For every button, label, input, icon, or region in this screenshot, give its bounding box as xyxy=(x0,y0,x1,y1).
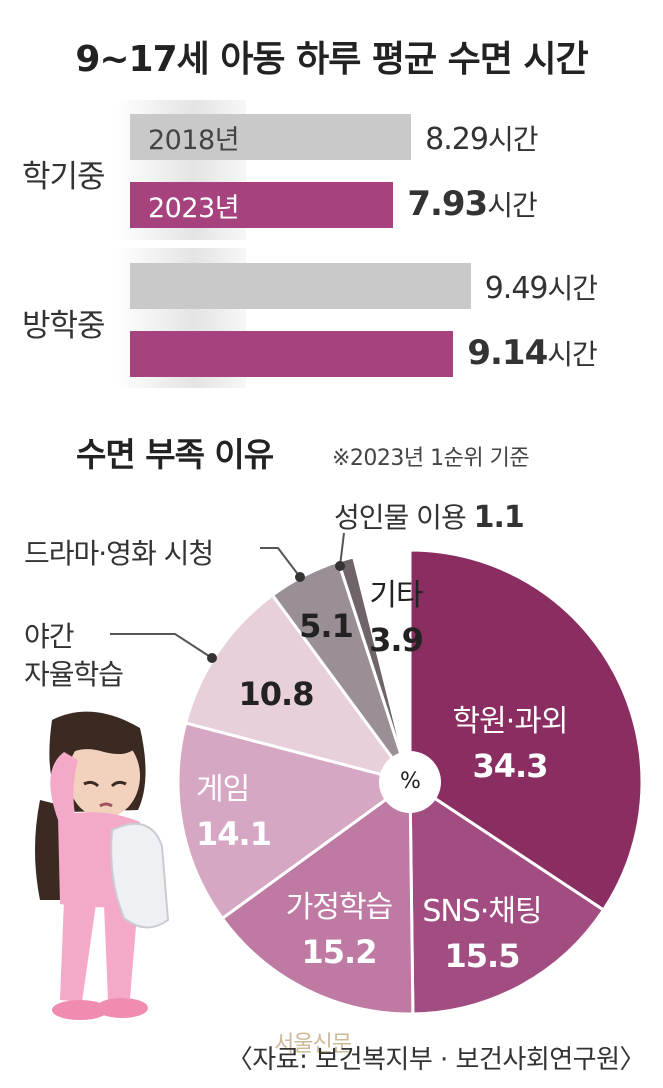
source-note: 〈자료: 보건복지부 · 보건사회연구원〉 xyxy=(226,1045,646,1075)
bar-semester-2018: 2018년 xyxy=(130,114,412,160)
slice-value-drama: 5.1 xyxy=(299,607,354,645)
slice-value-night: 10.8 xyxy=(238,675,315,713)
slice-label-night: 야간 자율학습 xyxy=(24,620,124,691)
slice-game xyxy=(176,721,414,921)
bar-year-label: 2018년 xyxy=(148,124,240,156)
slice-night xyxy=(183,593,414,785)
leader-night xyxy=(110,633,213,659)
category-label-vacation: 방학중 xyxy=(22,308,106,344)
pie-center-hole xyxy=(379,751,441,813)
value-label-semester-2023: 7.93시간 xyxy=(407,184,537,224)
watermark-logo: 서울신문 xyxy=(274,1032,352,1057)
category-label-semester: 학기중 xyxy=(22,159,106,195)
slice-label-hakwon: 학원·과외 34.3 xyxy=(452,704,569,785)
leader-dot-night xyxy=(207,653,217,663)
slice-label-home: 가정학습 15.2 xyxy=(285,890,393,971)
leader-dot-adult xyxy=(335,561,345,571)
pie-center-label: % xyxy=(400,769,421,794)
slice-etc xyxy=(351,548,412,783)
leader-lines xyxy=(110,532,345,663)
pie-note: ※2023년 1순위 기준 xyxy=(332,446,530,471)
bar-year-label: 2023년 xyxy=(148,192,240,224)
value-label-vacation-2023: 9.14시간 xyxy=(467,333,597,373)
slice-label-game: 게임 14.1 xyxy=(196,772,272,853)
slice-label-adult: 성인물 이용 1.1 xyxy=(334,500,525,535)
slice-label-etc: 기타 3.9 xyxy=(369,578,424,659)
slice-label-drama: 드라마·영화 시청 xyxy=(24,537,214,570)
value-label-semester-2018: 8.29시간 xyxy=(425,122,538,157)
chart-title: 9~17세 아동 하루 평균 수면 시간 xyxy=(75,39,588,80)
slice-label-sns: SNS·채팅 15.5 xyxy=(422,894,542,975)
pie-title: 수면 부족 이유 xyxy=(76,435,274,474)
leader-drama xyxy=(260,547,301,578)
slice-sns xyxy=(408,779,606,1016)
value-label-vacation-2018: 9.49시간 xyxy=(484,271,598,306)
bar-vacation-2023 xyxy=(130,331,454,377)
girl-illustration xyxy=(35,711,170,1020)
leader-adult xyxy=(339,532,345,567)
bar-vacation-2018 xyxy=(130,263,471,309)
bar-semester-2023: 2023년 xyxy=(130,182,394,228)
leader-dot-drama xyxy=(295,572,305,582)
slice-home xyxy=(220,779,415,1016)
